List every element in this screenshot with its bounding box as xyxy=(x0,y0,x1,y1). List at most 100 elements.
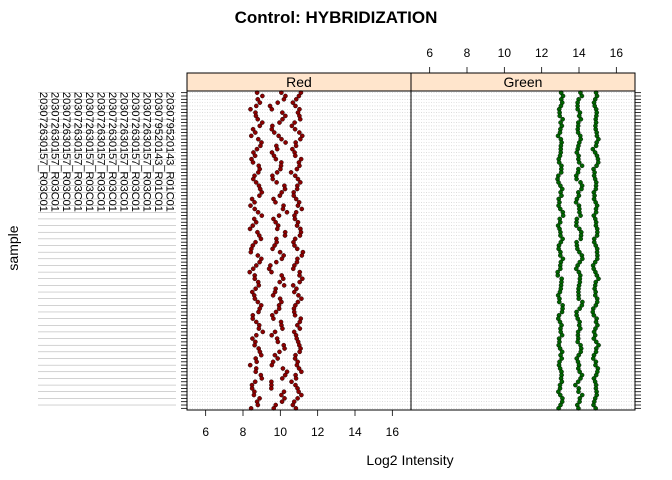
data-point xyxy=(252,276,258,282)
x-tick-label: 10 xyxy=(274,425,288,439)
sample-labels: 203072630157_R03C01 203072630157_R03C01 20… xyxy=(37,92,176,406)
data-point xyxy=(290,100,296,105)
data-point xyxy=(276,213,282,218)
data-point xyxy=(577,369,582,375)
data-point xyxy=(269,150,275,155)
data-point xyxy=(252,206,258,212)
data-point xyxy=(557,130,563,135)
data-point xyxy=(292,243,297,248)
data-point xyxy=(271,316,276,321)
data-point xyxy=(299,392,304,398)
data-point xyxy=(295,396,300,401)
data-point xyxy=(593,339,599,345)
data-point xyxy=(290,402,296,408)
data-point xyxy=(279,299,284,305)
data-point xyxy=(292,216,298,222)
data-point xyxy=(297,349,302,355)
data-point xyxy=(596,276,601,282)
data-point xyxy=(253,286,258,292)
data-point xyxy=(271,130,277,135)
data-point xyxy=(298,180,303,185)
sample-label-overlay xyxy=(38,92,176,406)
sample-tick-label: 203072630157_R03C01 xyxy=(106,92,118,212)
x-tick-label: 12 xyxy=(311,425,325,439)
data-point xyxy=(299,296,304,301)
panel-border xyxy=(410,90,636,411)
data-point xyxy=(282,372,288,378)
data-point xyxy=(290,146,295,152)
data-point xyxy=(595,256,600,262)
data-point xyxy=(296,293,301,298)
data-point xyxy=(575,379,581,385)
data-point xyxy=(558,266,563,272)
data-point xyxy=(591,402,596,408)
data-point xyxy=(269,332,274,338)
data-point xyxy=(590,146,596,152)
data-point xyxy=(576,352,582,358)
strip-label-red: Red xyxy=(286,74,312,90)
sample-tick-label: 203072630157_R03C01 xyxy=(60,92,72,212)
data-point xyxy=(577,399,582,404)
y-axis-label: sample xyxy=(5,225,21,270)
data-point xyxy=(292,120,297,125)
data-point xyxy=(248,106,253,112)
data-point xyxy=(297,273,302,278)
x-tick-label: 16 xyxy=(386,425,400,439)
data-point xyxy=(253,239,258,245)
data-point xyxy=(593,362,598,368)
top-x-axis: 6 8 10 12 14 16 xyxy=(426,46,623,73)
data-point xyxy=(299,369,304,375)
x-tick-label: 8 xyxy=(464,46,471,60)
data-point xyxy=(557,219,563,225)
data-point xyxy=(250,126,256,132)
data-point xyxy=(258,143,263,149)
data-point xyxy=(297,116,303,122)
data-point xyxy=(254,359,259,365)
data-point xyxy=(277,120,282,125)
data-point xyxy=(272,329,278,335)
data-point xyxy=(573,200,579,205)
data-point xyxy=(293,143,299,149)
data-point xyxy=(289,379,294,385)
data-point xyxy=(283,140,288,145)
data-point xyxy=(579,186,584,192)
data-point xyxy=(271,196,276,202)
data-point xyxy=(256,309,261,315)
data-point xyxy=(579,93,585,99)
data-point xyxy=(579,163,585,169)
data-point xyxy=(292,312,298,318)
data-point xyxy=(282,186,288,192)
data-point xyxy=(269,269,274,275)
data-point xyxy=(293,382,298,388)
data-point xyxy=(558,253,563,258)
data-point xyxy=(253,130,258,135)
data-point xyxy=(255,97,261,102)
data-point xyxy=(277,193,283,198)
data-point xyxy=(292,153,298,159)
data-point xyxy=(288,170,294,175)
data-point xyxy=(578,213,583,218)
data-point xyxy=(294,246,300,252)
x-tick-label: 6 xyxy=(202,425,209,439)
data-point xyxy=(293,376,299,381)
data-point xyxy=(577,249,582,255)
x-tick-label: 12 xyxy=(535,46,549,60)
data-point xyxy=(555,133,561,139)
data-point xyxy=(269,106,275,112)
data-point xyxy=(297,163,302,169)
data-point xyxy=(253,103,259,109)
x-axis-label: Log2 Intensity xyxy=(366,452,453,468)
strip-label-green: Green xyxy=(504,74,543,90)
data-point xyxy=(283,113,288,119)
data-point xyxy=(247,362,253,368)
data-point xyxy=(592,293,598,298)
data-point xyxy=(248,133,254,139)
data-point xyxy=(273,402,278,408)
sample-tick-label: 203072630157_R03C01 xyxy=(83,92,95,212)
data-point xyxy=(251,392,257,398)
data-point xyxy=(299,253,305,258)
data-point xyxy=(255,136,261,142)
panel-background xyxy=(187,91,411,410)
sample-tick-label: 203079520143_R01C01 xyxy=(164,92,176,212)
data-point xyxy=(596,342,601,348)
